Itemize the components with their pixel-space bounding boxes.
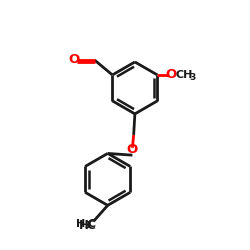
Text: 3: 3 (189, 73, 196, 82)
Text: CH: CH (175, 70, 192, 81)
Text: O: O (165, 68, 176, 82)
Text: H: H (79, 218, 89, 232)
Text: C: C (86, 218, 95, 232)
Text: C: C (88, 219, 96, 229)
Text: H: H (76, 219, 85, 229)
Text: O: O (69, 53, 80, 66)
Text: 3: 3 (84, 221, 90, 230)
Text: O: O (127, 143, 138, 156)
